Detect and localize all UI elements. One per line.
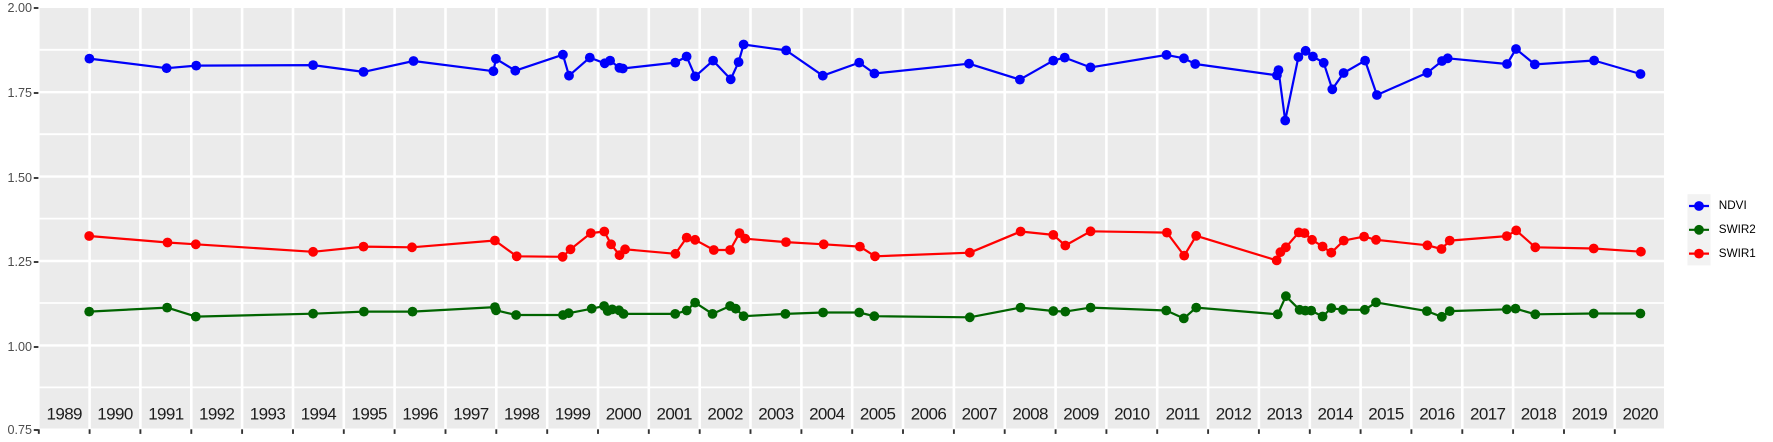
svg-text:SWIR1: SWIR1	[1719, 247, 1756, 260]
svg-text:SWIR2: SWIR2	[1719, 223, 1756, 236]
svg-text:1992: 1992	[199, 405, 235, 424]
svg-text:2015: 2015	[1368, 405, 1404, 424]
svg-text:1995: 1995	[351, 405, 387, 424]
svg-text:2000: 2000	[606, 405, 642, 424]
svg-text:2020: 2020	[1622, 405, 1658, 424]
svg-text:2001: 2001	[656, 405, 692, 424]
svg-text:1990: 1990	[97, 405, 133, 424]
svg-text:2007: 2007	[962, 405, 998, 424]
svg-text:2002: 2002	[707, 405, 743, 424]
svg-text:1997: 1997	[453, 405, 489, 424]
svg-text:1989: 1989	[46, 405, 82, 424]
svg-text:1991: 1991	[148, 405, 184, 424]
svg-text:1993: 1993	[250, 405, 286, 424]
svg-text:2004: 2004	[809, 405, 845, 424]
svg-text:1999: 1999	[555, 405, 591, 424]
svg-text:2017: 2017	[1470, 405, 1506, 424]
svg-text:2012: 2012	[1216, 405, 1252, 424]
svg-text:2006: 2006	[911, 405, 947, 424]
svg-text:1.25: 1.25	[7, 255, 32, 269]
svg-text:1.50: 1.50	[7, 171, 32, 185]
svg-text:1.75: 1.75	[7, 86, 32, 100]
svg-text:2003: 2003	[758, 405, 794, 424]
svg-text:2014: 2014	[1317, 405, 1353, 424]
svg-text:2013: 2013	[1267, 405, 1303, 424]
svg-text:1998: 1998	[504, 405, 540, 424]
svg-text:2008: 2008	[1012, 405, 1048, 424]
svg-text:0.75: 0.75	[7, 423, 32, 437]
svg-text:1.00: 1.00	[7, 340, 32, 354]
svg-text:2019: 2019	[1572, 405, 1608, 424]
svg-text:2009: 2009	[1063, 405, 1099, 424]
svg-text:2010: 2010	[1114, 405, 1150, 424]
svg-text:2.00: 2.00	[7, 1, 32, 15]
svg-text:2018: 2018	[1521, 405, 1557, 424]
svg-text:NDVI: NDVI	[1719, 199, 1747, 212]
svg-text:1994: 1994	[301, 405, 337, 424]
svg-text:2011: 2011	[1166, 405, 1200, 424]
svg-text:2005: 2005	[860, 405, 896, 424]
svg-text:1996: 1996	[402, 405, 438, 424]
svg-text:2016: 2016	[1419, 405, 1455, 424]
